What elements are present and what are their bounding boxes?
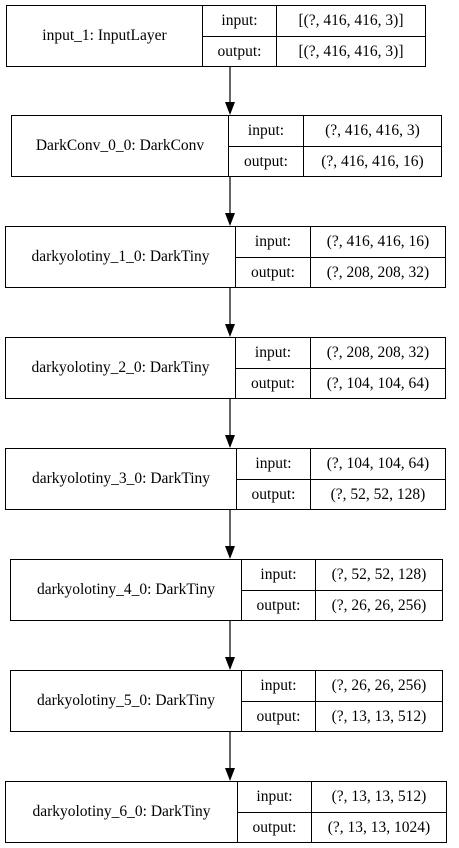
input-shape: (?, 26, 26, 256): [316, 671, 442, 702]
output-label: output:: [242, 702, 316, 731]
output-shape: (?, 208, 208, 32): [326, 263, 430, 281]
input-shape: (?, 52, 52, 128): [316, 560, 442, 591]
input-shape: (?, 416, 416, 3): [304, 116, 441, 147]
input-label: input:: [237, 449, 311, 480]
input-shape: (?, 208, 208, 32): [311, 338, 445, 369]
input-label: input:: [242, 560, 316, 591]
output-shape: (?, 13, 13, 512): [331, 707, 427, 725]
input-label: input:: [236, 227, 311, 258]
output-shape: (?, 13, 13, 1024): [327, 818, 431, 836]
layer-node: darkyolotiny_1_0: DarkTiny input: (?, 416,…: [5, 226, 446, 288]
input-shape: (?, 416, 416, 16): [311, 227, 445, 258]
layer-name: input_1: InputLayer: [7, 6, 203, 66]
output-label: output:: [242, 591, 316, 620]
layer-node: DarkConv_0_0: DarkConv input: (?, 416, 416…: [11, 115, 442, 177]
input-shape: (?, 13, 13, 512): [312, 782, 446, 813]
arrowhead: [225, 657, 235, 670]
input-label: input:: [203, 6, 277, 37]
output-label: output:: [203, 37, 277, 66]
layer-node: darkyolotiny_3_0: DarkTiny input: (?, 104,…: [5, 448, 446, 510]
layer-name: darkyolotiny_6_0: DarkTiny: [6, 782, 238, 842]
output-shape: (?, 52, 52, 128): [330, 485, 426, 503]
input-shape: (?, 104, 104, 64): [311, 449, 445, 480]
arrowhead: [225, 213, 235, 226]
arrowhead: [225, 324, 235, 337]
output-shape: (?, 104, 104, 64): [326, 374, 430, 392]
layer-name: darkyolotiny_5_0: DarkTiny: [11, 671, 242, 731]
output-label: output:: [238, 813, 312, 842]
layer-node: darkyolotiny_4_0: DarkTiny input: (?, 52, …: [10, 559, 443, 621]
output-label: output:: [237, 480, 311, 509]
output-label: output:: [236, 369, 311, 398]
output-label: output:: [236, 258, 311, 287]
arrowhead: [225, 435, 235, 448]
layer-name: darkyolotiny_2_0: DarkTiny: [6, 338, 236, 398]
input-label: input:: [236, 338, 311, 369]
layer-node: darkyolotiny_5_0: DarkTiny input: (?, 26, …: [10, 670, 443, 732]
layer-node: darkyolotiny_2_0: DarkTiny input: (?, 208,…: [5, 337, 446, 399]
layer-name: darkyolotiny_4_0: DarkTiny: [11, 560, 242, 620]
input-label: input:: [229, 116, 304, 147]
input-label: input:: [242, 671, 316, 702]
layer-name: darkyolotiny_1_0: DarkTiny: [6, 227, 236, 287]
layer-node: darkyolotiny_6_0: DarkTiny input: (?, 13, …: [5, 781, 447, 843]
layer-name: DarkConv_0_0: DarkConv: [12, 116, 229, 176]
output-shape: [(?, 416, 416, 3)]: [298, 42, 404, 60]
output-shape: (?, 416, 416, 16): [321, 152, 424, 170]
input-shape: [(?, 416, 416, 3)]: [277, 6, 425, 37]
arrowhead: [225, 546, 235, 559]
arrowhead: [225, 768, 235, 781]
layer-node: input_1: InputLayer input: [(?, 416, 416, …: [6, 5, 426, 67]
output-shape: (?, 26, 26, 256): [331, 596, 427, 614]
input-label: input:: [238, 782, 312, 813]
layer-name: darkyolotiny_3_0: DarkTiny: [6, 449, 237, 509]
output-label: output:: [229, 147, 304, 176]
arrowhead: [225, 102, 235, 115]
